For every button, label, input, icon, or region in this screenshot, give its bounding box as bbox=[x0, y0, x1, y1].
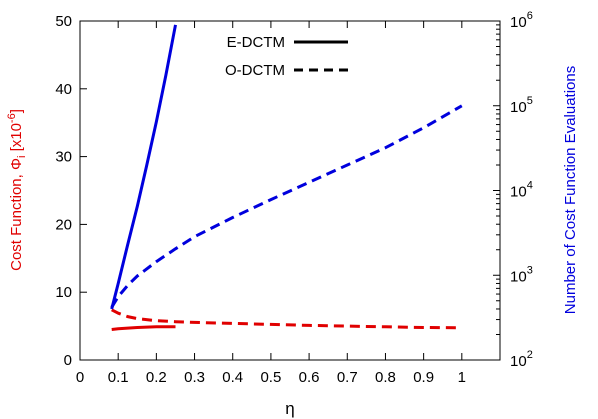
x-tick-label: 0 bbox=[76, 369, 84, 386]
x-axis-ticks: 0 0.1 0.2 0.3 0.4 0.5 0.6 0.7 0.8 0.9 1 bbox=[76, 21, 466, 386]
right-y-tick-label: 102 bbox=[510, 349, 533, 370]
right-y-tick-label: 105 bbox=[510, 95, 533, 116]
right-y-tick-exp: 2 bbox=[527, 349, 533, 361]
left-y-tick-label: 40 bbox=[55, 81, 72, 98]
x-tick-label: 1 bbox=[458, 369, 466, 386]
series-line-o-dctm-right bbox=[110, 104, 463, 308]
right-y-tick-base: 10 bbox=[510, 14, 527, 31]
left-y-axis-label: Cost Function, Φi [x10-6] bbox=[6, 109, 28, 271]
x-tick-label: 0.8 bbox=[375, 369, 396, 386]
left-y-axis-label-close: ] bbox=[8, 109, 25, 113]
right-y-axis-label: Number of Cost Function Evaluations bbox=[562, 66, 579, 314]
right-y-tick-base: 10 bbox=[510, 353, 527, 370]
right-y-tick-base: 10 bbox=[510, 268, 527, 285]
right-y-tick-exp: 3 bbox=[527, 264, 533, 276]
legend: E-DCTM O-DCTM bbox=[225, 34, 348, 79]
left-y-tick-label: 30 bbox=[55, 149, 72, 166]
left-y-axis-label-text: Cost Function, Φ bbox=[8, 158, 25, 271]
x-tick-label: 0.1 bbox=[108, 369, 129, 386]
legend-label-e-dctm: E-DCTM bbox=[227, 34, 285, 51]
right-y-tick-exp: 4 bbox=[527, 180, 533, 192]
left-y-tick-label: 50 bbox=[55, 13, 72, 30]
series-line-e-dctm-left bbox=[111, 325, 176, 331]
series-group bbox=[110, 24, 463, 331]
right-y-tick-label: 104 bbox=[510, 180, 533, 201]
left-y-axis-ticks: 0 10 20 30 40 50 bbox=[55, 13, 87, 369]
left-y-tick-label: 20 bbox=[55, 216, 72, 233]
series-line-o-dctm-left bbox=[111, 308, 462, 330]
x-tick-label: 0.3 bbox=[184, 369, 205, 386]
right-y-tick-exp: 5 bbox=[527, 95, 533, 107]
legend-label-o-dctm: O-DCTM bbox=[225, 62, 285, 79]
left-y-axis-label-exp: -6 bbox=[6, 113, 18, 123]
x-tick-label: 0.9 bbox=[413, 369, 434, 386]
x-tick-label: 0.4 bbox=[222, 369, 243, 386]
series-line-e-dctm-right bbox=[110, 24, 177, 310]
left-y-axis-label-sub: i bbox=[16, 156, 28, 158]
right-y-tick-label: 103 bbox=[510, 264, 533, 285]
x-tick-label: 0.6 bbox=[299, 369, 320, 386]
right-y-tick-base: 10 bbox=[510, 184, 527, 201]
left-y-tick-label: 0 bbox=[64, 352, 72, 369]
x-axis-label: η bbox=[285, 399, 294, 418]
left-y-axis-label-unit: [x10 bbox=[8, 123, 25, 156]
right-y-tick-base: 10 bbox=[510, 99, 527, 116]
right-y-tick-exp: 6 bbox=[527, 10, 533, 22]
x-tick-label: 0.7 bbox=[337, 369, 358, 386]
right-y-tick-label: 106 bbox=[510, 10, 533, 31]
x-tick-label: 0.5 bbox=[260, 369, 281, 386]
left-y-tick-label: 10 bbox=[55, 284, 72, 301]
x-tick-label: 0.2 bbox=[146, 369, 167, 386]
